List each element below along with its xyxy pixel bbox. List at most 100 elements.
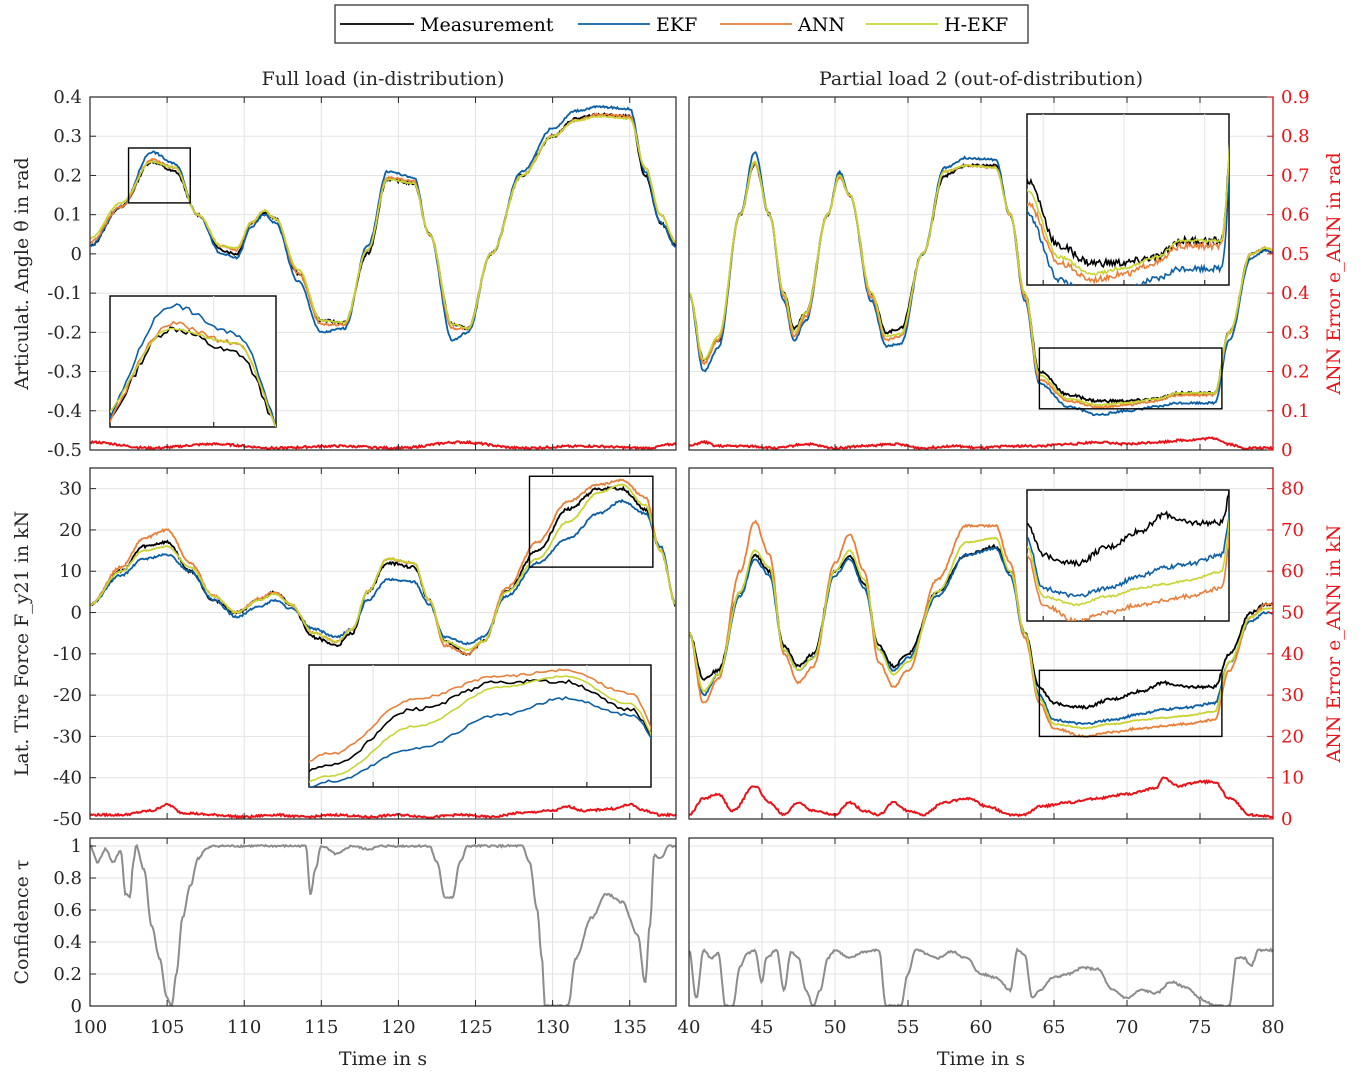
y-tick-label: 0.4 bbox=[53, 932, 82, 953]
y-axis-label: Articulat. Angle θ in rad bbox=[11, 157, 33, 390]
y-tick-label: 0.8 bbox=[53, 868, 82, 889]
inset-series-h-ekf bbox=[110, 327, 276, 427]
zoom-source-box bbox=[127, 147, 191, 204]
inset-angle_full bbox=[109, 295, 277, 428]
inset-force_partial bbox=[1026, 489, 1230, 622]
zoom-source-box bbox=[1038, 347, 1223, 410]
x-tick-label: 135 bbox=[613, 1017, 647, 1038]
x-tick-label: 70 bbox=[1116, 1017, 1139, 1038]
y2-tick-label: 0.3 bbox=[1281, 322, 1310, 343]
y2-tick-label: 60 bbox=[1281, 561, 1304, 582]
series-ann bbox=[689, 519, 1273, 739]
y2-tick-label: 0.1 bbox=[1281, 401, 1310, 422]
inset-plot bbox=[309, 665, 651, 787]
x-tick-label: 130 bbox=[535, 1017, 569, 1038]
x-tick-label: 115 bbox=[304, 1017, 338, 1038]
y2-tick-label: 0.5 bbox=[1281, 244, 1310, 265]
inset-series-ekf bbox=[110, 303, 276, 427]
series-ann-error bbox=[689, 776, 1273, 819]
grid-conf_partial bbox=[688, 838, 1274, 1007]
y2-axis-label: ANN Error e_ANN in rad bbox=[1323, 152, 1345, 395]
x-tick-label: 65 bbox=[1043, 1017, 1066, 1038]
panel-angle_full: -0.5 -0.4 -0.3 -0.2 -0.1 0 0.1 0.2 0.3 0.4 Full lo… bbox=[11, 68, 677, 461]
x-tick-label: 75 bbox=[1189, 1017, 1212, 1038]
y-tick-label: -0.5 bbox=[47, 440, 82, 461]
x-axis-label: Time in s bbox=[937, 1048, 1025, 1070]
panel-conf_partial: 40 45 50 55 60 65 70 75 80 Time in s bbox=[678, 837, 1285, 1070]
legend: Measurement EKF ANN H-EKF bbox=[334, 4, 1029, 44]
inset-series-ann bbox=[1027, 531, 1229, 621]
panel-force_partial: 0 10 20 30 40 50 60 70 80 ANN Error e_ANN in kN bbox=[688, 467, 1345, 830]
x-tick-label: 105 bbox=[150, 1017, 184, 1038]
y2-tick-label: 0 bbox=[1281, 440, 1292, 461]
y2-tick-label: 0 bbox=[1281, 809, 1292, 830]
inset-series-h-ekf bbox=[309, 675, 651, 783]
y-tick-label: 30 bbox=[59, 479, 82, 500]
legend-label-ann: ANN bbox=[797, 14, 845, 36]
zoom-source-box bbox=[528, 475, 654, 568]
inset-series-h-ekf bbox=[1027, 143, 1229, 277]
legend-label-measurement: Measurement bbox=[420, 14, 554, 36]
y-tick-label: -0.3 bbox=[47, 362, 82, 383]
series-h-ekf bbox=[90, 483, 676, 651]
y-tick-label: -0.2 bbox=[47, 322, 82, 343]
x-tick-label: 50 bbox=[824, 1017, 847, 1038]
y-tick-label: -40 bbox=[53, 768, 82, 789]
panel-angle_partial: 0 0.1 0.2 0.3 0.4 0.5 0.6 0.7 0.8 0.9 Partial load… bbox=[688, 68, 1345, 461]
y-tick-label: -20 bbox=[53, 685, 82, 706]
y-tick-label: -10 bbox=[53, 644, 82, 665]
y-tick-label: 10 bbox=[59, 561, 82, 582]
legend-label-ekf: EKF bbox=[656, 14, 697, 36]
plot-area-angle_full bbox=[90, 104, 676, 450]
x-tick-label: 45 bbox=[751, 1017, 774, 1038]
x-axis-label: Time in s bbox=[339, 1048, 427, 1070]
panel-conf_full: 100 105 110 115 120 125 130 135 0 0.2 0.4 0.6 0.8 1 Ti… bbox=[11, 836, 677, 1070]
y-tick-label: -50 bbox=[53, 809, 82, 830]
axes-frame-force_full bbox=[89, 467, 677, 820]
inset-frame bbox=[1026, 113, 1230, 286]
series-confidence- bbox=[90, 843, 676, 1006]
inset-series-measurement bbox=[110, 326, 276, 427]
y2-tick-label: 80 bbox=[1281, 479, 1304, 500]
y-tick-label: 0.3 bbox=[53, 126, 82, 147]
y2-tick-label: 70 bbox=[1281, 520, 1304, 541]
x-tick-label: 100 bbox=[73, 1017, 107, 1038]
inset-series-measurement bbox=[1027, 145, 1229, 269]
inset-series-ekf bbox=[309, 696, 651, 787]
y2-tick-label: 50 bbox=[1281, 603, 1304, 624]
axes-frame-conf_full bbox=[89, 837, 677, 1007]
x-tick-label: 80 bbox=[1262, 1017, 1285, 1038]
y2-tick-label: 30 bbox=[1281, 685, 1304, 706]
panel-title: Full load (in-distribution) bbox=[262, 68, 505, 90]
x-tick-label: 120 bbox=[381, 1017, 415, 1038]
y-axis-label: Lat. Tire Force F_y21 in kN bbox=[11, 511, 33, 777]
plot-area-force_partial bbox=[689, 519, 1273, 819]
y-tick-label: -30 bbox=[53, 726, 82, 747]
x-tick-label: 60 bbox=[970, 1017, 993, 1038]
y2-axis-label: ANN Error e_ANN in kN bbox=[1323, 525, 1345, 764]
series-confidence- bbox=[689, 947, 1273, 1006]
x-tick-label: 125 bbox=[458, 1017, 492, 1038]
y-tick-label: -0.4 bbox=[47, 401, 82, 422]
inset-series-ann bbox=[309, 668, 651, 763]
y-tick-label: 0.2 bbox=[53, 165, 82, 186]
inset-series-measurement bbox=[1027, 490, 1229, 568]
y-tick-label: 0.2 bbox=[53, 964, 82, 985]
inset-series-ann bbox=[1027, 146, 1229, 285]
y-tick-label: 0 bbox=[71, 244, 82, 265]
y2-tick-label: 0.4 bbox=[1281, 283, 1310, 304]
y-tick-label: 0.1 bbox=[53, 205, 82, 226]
y-axis-label: Confidence τ bbox=[11, 860, 33, 985]
y-tick-label: 0 bbox=[71, 996, 82, 1017]
axes-frame-angle_full bbox=[89, 96, 677, 451]
legend-label-hekf: H-EKF bbox=[944, 14, 1008, 36]
y2-tick-label: 0.2 bbox=[1281, 362, 1310, 383]
inset-plot bbox=[110, 296, 276, 427]
inset-plot bbox=[1027, 114, 1229, 285]
y2-tick-label: 0.9 bbox=[1281, 87, 1310, 108]
plot-area-force_full bbox=[90, 478, 676, 819]
y-tick-label: 1 bbox=[71, 836, 82, 857]
y-tick-label: 20 bbox=[59, 520, 82, 541]
inset-series-ekf bbox=[1027, 508, 1229, 599]
